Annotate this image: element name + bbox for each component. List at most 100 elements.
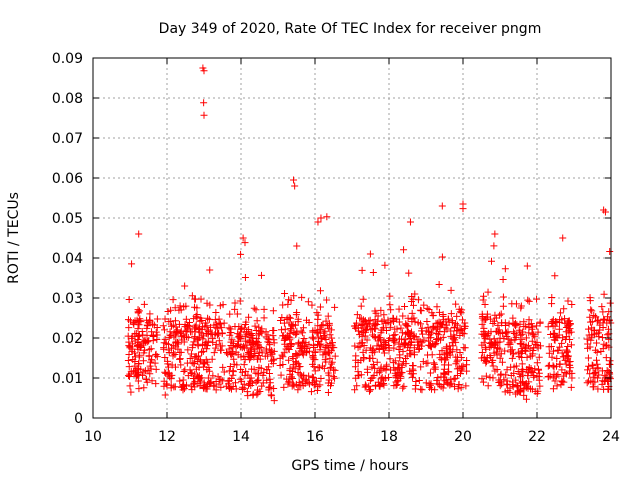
data-point: [152, 380, 160, 388]
data-point: [361, 383, 369, 391]
data-point: [241, 337, 249, 345]
data-point: [177, 361, 185, 369]
data-point: [230, 360, 238, 368]
data-point: [284, 300, 292, 308]
data-point: [222, 349, 230, 357]
data-point: [324, 389, 332, 397]
data-point: [286, 336, 294, 344]
data-point: [415, 377, 423, 385]
data-point: [299, 338, 307, 346]
data-point: [291, 321, 299, 329]
data-point: [269, 360, 277, 368]
data-point: [410, 351, 418, 359]
data-point: [377, 375, 385, 383]
data-point: [395, 360, 403, 368]
data-point: [368, 349, 376, 357]
data-point: [258, 382, 266, 390]
data-point: [599, 345, 607, 353]
data-point: [427, 329, 435, 337]
data-point: [254, 369, 262, 377]
data-point: [558, 339, 566, 347]
data-point: [182, 302, 190, 310]
data-point: [289, 375, 297, 383]
data-point: [252, 327, 260, 335]
data-point: [512, 319, 520, 327]
data-point: [309, 352, 317, 360]
data-point: [450, 383, 458, 391]
data-point: [480, 292, 488, 300]
data-point: [593, 360, 601, 368]
data-point: [270, 347, 278, 355]
data-point: [594, 374, 602, 382]
data-point: [370, 360, 378, 368]
data-point: [131, 353, 139, 361]
data-point: [522, 334, 530, 342]
data-point: [128, 345, 136, 353]
data-point: [602, 354, 610, 362]
data-point: [143, 321, 151, 329]
data-point: [600, 385, 608, 393]
data-point: [270, 336, 278, 344]
data-point: [203, 299, 211, 307]
data-point: [188, 370, 196, 378]
data-point: [435, 381, 443, 389]
data-point: [558, 349, 566, 357]
data-point: [220, 368, 228, 376]
data-point: [434, 374, 442, 382]
data-point: [170, 349, 178, 357]
data-point: [331, 303, 339, 311]
y-tick-label: 0.06: [52, 171, 83, 187]
data-point: [199, 332, 207, 340]
data-point: [269, 332, 277, 340]
data-point: [263, 366, 271, 374]
x-tick-label: 18: [380, 429, 398, 445]
data-point: [203, 385, 211, 393]
data-point: [524, 296, 532, 304]
cluster-peak-point: [491, 230, 499, 238]
data-point: [529, 350, 537, 358]
data-point: [248, 329, 256, 337]
data-point: [523, 382, 531, 390]
data-point: [549, 322, 557, 330]
data-point: [587, 336, 595, 344]
data-point: [352, 374, 360, 382]
data-point: [269, 307, 277, 315]
data-point: [196, 317, 204, 325]
data-point: [238, 368, 246, 376]
data-point: [159, 322, 167, 330]
data-point: [133, 365, 141, 373]
data-point: [550, 333, 558, 341]
data-point: [600, 315, 608, 323]
data-point: [259, 371, 267, 379]
data-point: [365, 387, 373, 395]
data-point: [440, 365, 448, 373]
data-point: [499, 302, 507, 310]
data-point: [425, 305, 433, 313]
data-point: [490, 242, 498, 250]
data-point: [222, 382, 230, 390]
data-point: [407, 370, 415, 378]
data-point: [429, 325, 437, 333]
data-point: [551, 336, 559, 344]
data-point: [459, 363, 467, 371]
data-point: [373, 358, 381, 366]
data-point: [322, 317, 330, 325]
data-point: [352, 324, 360, 332]
data-point: [178, 336, 186, 344]
data-point: [441, 371, 449, 379]
data-point: [230, 355, 238, 363]
data-point: [598, 380, 606, 388]
data-point: [229, 371, 237, 379]
data-point: [598, 334, 606, 342]
data-point: [234, 330, 242, 338]
data-point: [528, 385, 536, 393]
data-point: [322, 343, 330, 351]
data-point: [378, 373, 386, 381]
data-point: [414, 319, 422, 327]
data-point: [553, 354, 561, 362]
data-point: [423, 304, 431, 312]
y-tick-label: 0.09: [52, 51, 83, 67]
data-point: [132, 373, 140, 381]
data-point: [331, 352, 339, 360]
data-point: [285, 319, 293, 327]
